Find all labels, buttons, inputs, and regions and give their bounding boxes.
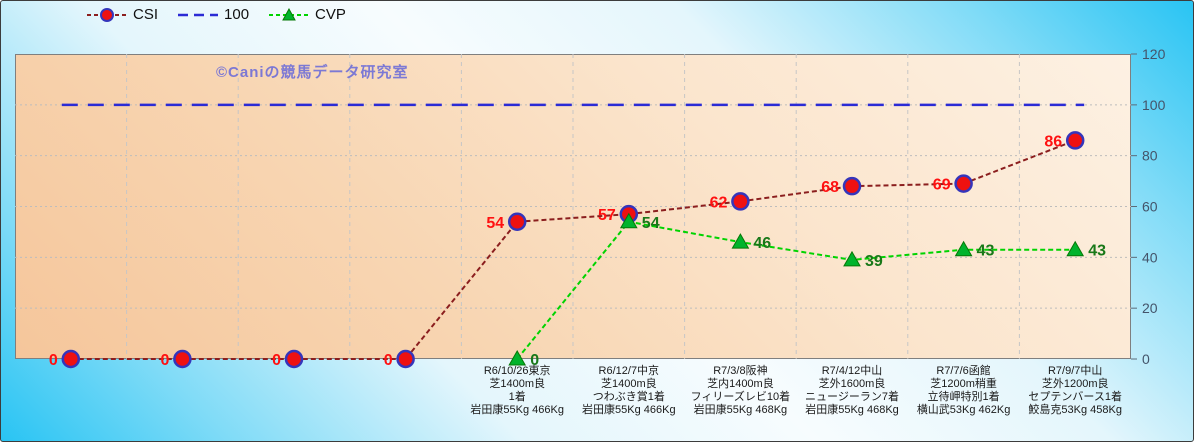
legend-label: CVP bbox=[315, 6, 346, 23]
chart-legend: CSI 100 CVP bbox=[87, 6, 346, 23]
legend-item-cvp: CVP bbox=[269, 6, 346, 23]
legend-marker-csi-icon bbox=[87, 7, 127, 22]
x-category-label: R7/9/7中山芝外1200m良セプテンバース1着鮫島克53Kg 458Kg bbox=[1028, 364, 1122, 416]
x-category-label: R7/7/6函館芝1200m稍重立待岬特別1着横山武53Kg 462Kg bbox=[917, 363, 1011, 416]
y-tick-label: 100 bbox=[1142, 97, 1166, 113]
y-tick-label: 60 bbox=[1142, 199, 1158, 215]
y-tick-label: 20 bbox=[1142, 300, 1158, 316]
y-tick-label: 0 bbox=[1142, 351, 1150, 367]
y-tick-label: 40 bbox=[1142, 249, 1158, 265]
x-category-label: R7/3/8阪神芝内1400m良フィリーズレビ10着岩田康55Kg 468Kg bbox=[691, 363, 790, 416]
watermark: ©Caniの競馬データ研究室 bbox=[216, 64, 409, 81]
legend-marker-cvp-icon bbox=[269, 7, 310, 20]
y-tick-label: 80 bbox=[1142, 148, 1158, 164]
legend-marker-100-icon bbox=[178, 13, 219, 16]
x-category-label: R6/10/26東京芝1400m良 1着岩田康55Kg 466Kg bbox=[470, 363, 564, 416]
legend-label: 100 bbox=[224, 6, 250, 23]
x-category-label: R6/12/7中京芝1400m良つわぶき賞1着岩田康55Kg 466Kg bbox=[582, 363, 676, 416]
x-category-label: R7/4/12中山芝外1600m良ニュージーラン7着岩田康55Kg 468Kg bbox=[805, 364, 899, 416]
legend-item-100: 100 bbox=[178, 6, 249, 23]
legend-item-csi: CSI bbox=[87, 6, 158, 23]
plot-area bbox=[15, 54, 1131, 359]
legend-label: CSI bbox=[133, 6, 159, 23]
y-tick-label: 120 bbox=[1142, 46, 1166, 62]
